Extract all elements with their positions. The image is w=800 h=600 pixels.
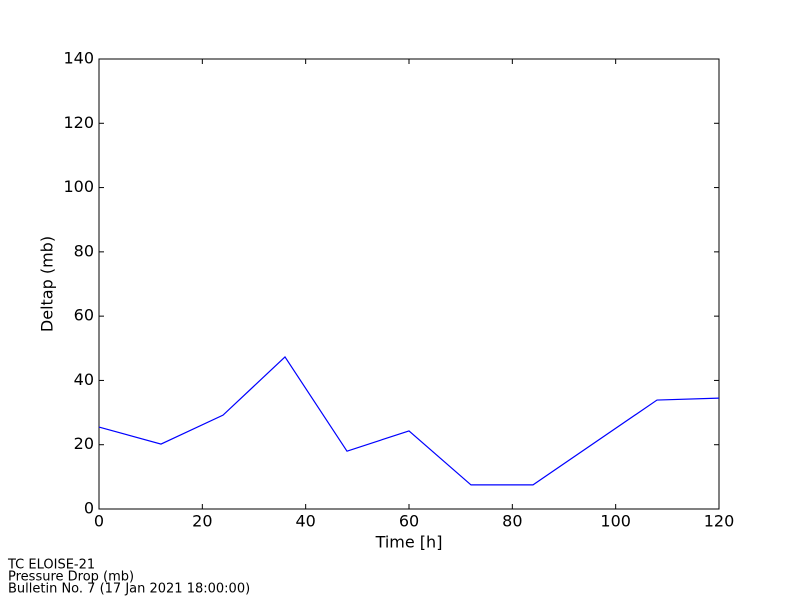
y-tick-label: 0 xyxy=(84,499,94,518)
y-tick-label: 140 xyxy=(63,49,94,68)
y-tick-label: 100 xyxy=(63,177,94,196)
y-tick-label: 80 xyxy=(74,241,94,260)
x-tick-label: 40 xyxy=(295,512,315,531)
x-tick-label: 0 xyxy=(94,512,104,531)
footer-line: TC ELOISE-21 xyxy=(7,558,95,573)
footer-line: Pressure Drop (mb) xyxy=(8,570,134,585)
y-tick-label: 120 xyxy=(63,113,94,132)
y-tick-label: 40 xyxy=(74,370,94,389)
y-tick-label: 60 xyxy=(74,306,94,325)
x-tick-label: 80 xyxy=(502,512,522,531)
x-tick-label: 60 xyxy=(399,512,419,531)
x-tick-label: 120 xyxy=(704,512,735,531)
x-tick-label: 20 xyxy=(192,512,212,531)
x-axis-label: Time [h] xyxy=(375,533,443,552)
y-tick-label: 20 xyxy=(74,434,94,453)
x-tick-label: 100 xyxy=(600,512,631,531)
y-axis-label: Deltap (mb) xyxy=(38,236,57,332)
footer-line: Bulletin No. 7 (17 Jan 2021 18:00:00) xyxy=(8,582,250,597)
data-line xyxy=(98,356,720,486)
